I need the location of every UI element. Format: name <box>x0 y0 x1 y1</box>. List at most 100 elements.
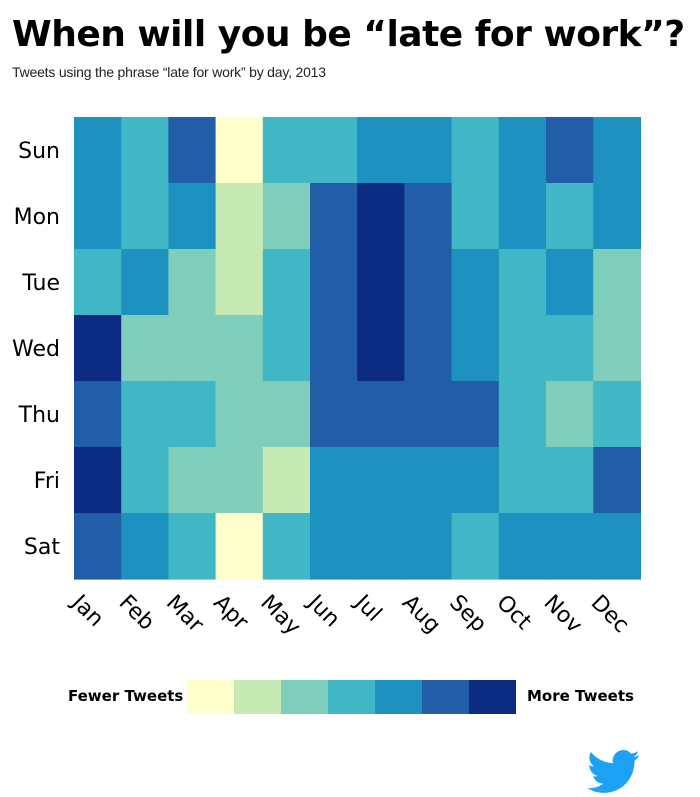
heatmap-cell-wed-jun <box>310 315 358 382</box>
heatmap-cell-fri-apr <box>215 447 264 514</box>
heatmap-cell-sun-feb <box>121 117 169 184</box>
heatmap-cell-thu-apr <box>215 381 264 448</box>
x-tick-label: May <box>255 590 305 640</box>
heatmap-cell-fri-mar <box>168 447 217 514</box>
x-tick-label: Apr <box>208 590 253 635</box>
heatmap-cell-mon-mar <box>168 183 217 250</box>
heatmap-cell-sat-feb <box>121 513 169 580</box>
legend-swatch <box>422 680 469 714</box>
legend-swatch <box>234 680 281 714</box>
heatmap-cell-thu-feb <box>121 381 169 448</box>
heatmap-cell-sat-dec <box>593 513 641 580</box>
heatmap-cell-mon-nov <box>546 183 594 250</box>
heatmap-cell-fri-aug <box>404 447 453 514</box>
heatmap-cell-tue-nov <box>546 249 594 316</box>
heatmap-cell-tue-feb <box>121 249 169 316</box>
heatmap-cell-sun-nov <box>546 117 594 184</box>
heatmap-cell-wed-oct <box>498 315 547 382</box>
heatmap-cell-sat-jan <box>74 513 122 580</box>
heatmap-cell-thu-aug <box>404 381 453 448</box>
heatmap-cell-fri-nov <box>546 447 594 514</box>
heatmap-cell-tue-jun <box>310 249 358 316</box>
heatmap-cell-tue-mar <box>168 249 217 316</box>
twitter-bird-icon <box>587 750 640 793</box>
heatmap-cell-tue-jul <box>357 249 405 316</box>
x-tick-label: Sep <box>444 590 491 637</box>
heatmap-cell-wed-jul <box>357 315 405 382</box>
heatmap-cell-wed-feb <box>121 315 169 382</box>
heatmap-cell-mon-feb <box>121 183 169 250</box>
x-tick-label: Jul <box>348 589 386 627</box>
x-tick-label: Feb <box>114 590 159 635</box>
heatmap-cell-mon-jan <box>74 183 122 250</box>
heatmap-cell-sun-jan <box>74 117 122 184</box>
heatmap-cell-mon-jun <box>310 183 358 250</box>
heatmap-cell-sun-sep <box>451 117 500 184</box>
x-tick-label: Jun <box>301 589 344 632</box>
x-tick-label: Oct <box>491 590 536 635</box>
heatmap-cell-wed-jan <box>74 315 122 382</box>
heatmap-cell-sat-aug <box>404 513 453 580</box>
legend-swatches <box>187 680 516 714</box>
y-tick-label: Wed <box>12 337 60 362</box>
heatmap-cell-thu-may <box>262 381 311 448</box>
legend: Fewer Tweets More Tweets <box>0 680 700 716</box>
heatmap-cell-thu-sep <box>451 381 500 448</box>
heatmap-cell-sat-jun <box>310 513 358 580</box>
heatmap-cell-tue-aug <box>404 249 453 316</box>
heatmap-cell-wed-aug <box>404 315 453 382</box>
heatmap-cell-thu-jan <box>74 381 122 448</box>
chart-subtitle: Tweets using the phrase “late for work” … <box>12 64 326 80</box>
y-tick-label: Sat <box>24 535 60 560</box>
chart-title: When will you be “late for work”? <box>12 14 685 55</box>
legend-low-label: Fewer Tweets <box>68 687 184 705</box>
heatmap-cell-sun-oct <box>498 117 547 184</box>
y-tick-label: Fri <box>34 469 60 494</box>
x-tick-label: Jan <box>65 589 108 632</box>
heatmap-cell-wed-dec <box>593 315 641 382</box>
heatmap-cell-fri-dec <box>593 447 641 514</box>
heatmap-cell-sun-apr <box>215 117 264 184</box>
heatmap-cell-thu-dec <box>593 381 641 448</box>
heatmap-cell-mon-oct <box>498 183 547 250</box>
heatmap-cell-sat-apr <box>215 513 264 580</box>
heatmap-cell-fri-oct <box>498 447 547 514</box>
legend-swatch <box>328 680 375 714</box>
heatmap-cell-thu-jul <box>357 381 405 448</box>
heatmap-cell-wed-may <box>262 315 311 382</box>
heatmap-cell-fri-jun <box>310 447 358 514</box>
heatmap-cell-mon-jul <box>357 183 405 250</box>
legend-swatch <box>187 680 234 714</box>
heatmap-cell-sun-jun <box>310 117 358 184</box>
heatmap-cell-tue-dec <box>593 249 641 316</box>
legend-swatch <box>375 680 422 714</box>
heatmap-cell-wed-sep <box>451 315 500 382</box>
heatmap-cell-thu-nov <box>546 381 594 448</box>
heatmap-cell-sat-nov <box>546 513 594 580</box>
heatmap-cell-sun-jul <box>357 117 405 184</box>
heatmap-cell-fri-sep <box>451 447 500 514</box>
heatmap-cell-sun-aug <box>404 117 453 184</box>
heatmap-cell-wed-apr <box>215 315 264 382</box>
heatmap-cell-thu-mar <box>168 381 217 448</box>
legend-swatch <box>469 680 516 714</box>
heatmap-cell-tue-jan <box>74 249 122 316</box>
heatmap-cell-tue-may <box>262 249 311 316</box>
heatmap-cell-sun-dec <box>593 117 641 184</box>
legend-high-label: More Tweets <box>527 687 634 705</box>
y-tick-label: Thu <box>18 403 60 428</box>
heatmap-cell-mon-apr <box>215 183 264 250</box>
heatmap-cell-tue-sep <box>451 249 500 316</box>
heatmap-cell-sun-may <box>262 117 311 184</box>
y-tick-label: Tue <box>21 271 60 296</box>
y-tick-label: Sun <box>18 139 60 164</box>
heatmap-cell-mon-may <box>262 183 311 250</box>
x-tick-label: Aug <box>397 590 445 638</box>
heatmap-cell-fri-feb <box>121 447 169 514</box>
x-tick-label: Dec <box>586 590 634 638</box>
heatmap-cell-fri-jul <box>357 447 405 514</box>
heatmap-cell-wed-nov <box>546 315 594 382</box>
y-tick-label: Mon <box>14 205 60 230</box>
heatmap-cell-mon-sep <box>451 183 500 250</box>
